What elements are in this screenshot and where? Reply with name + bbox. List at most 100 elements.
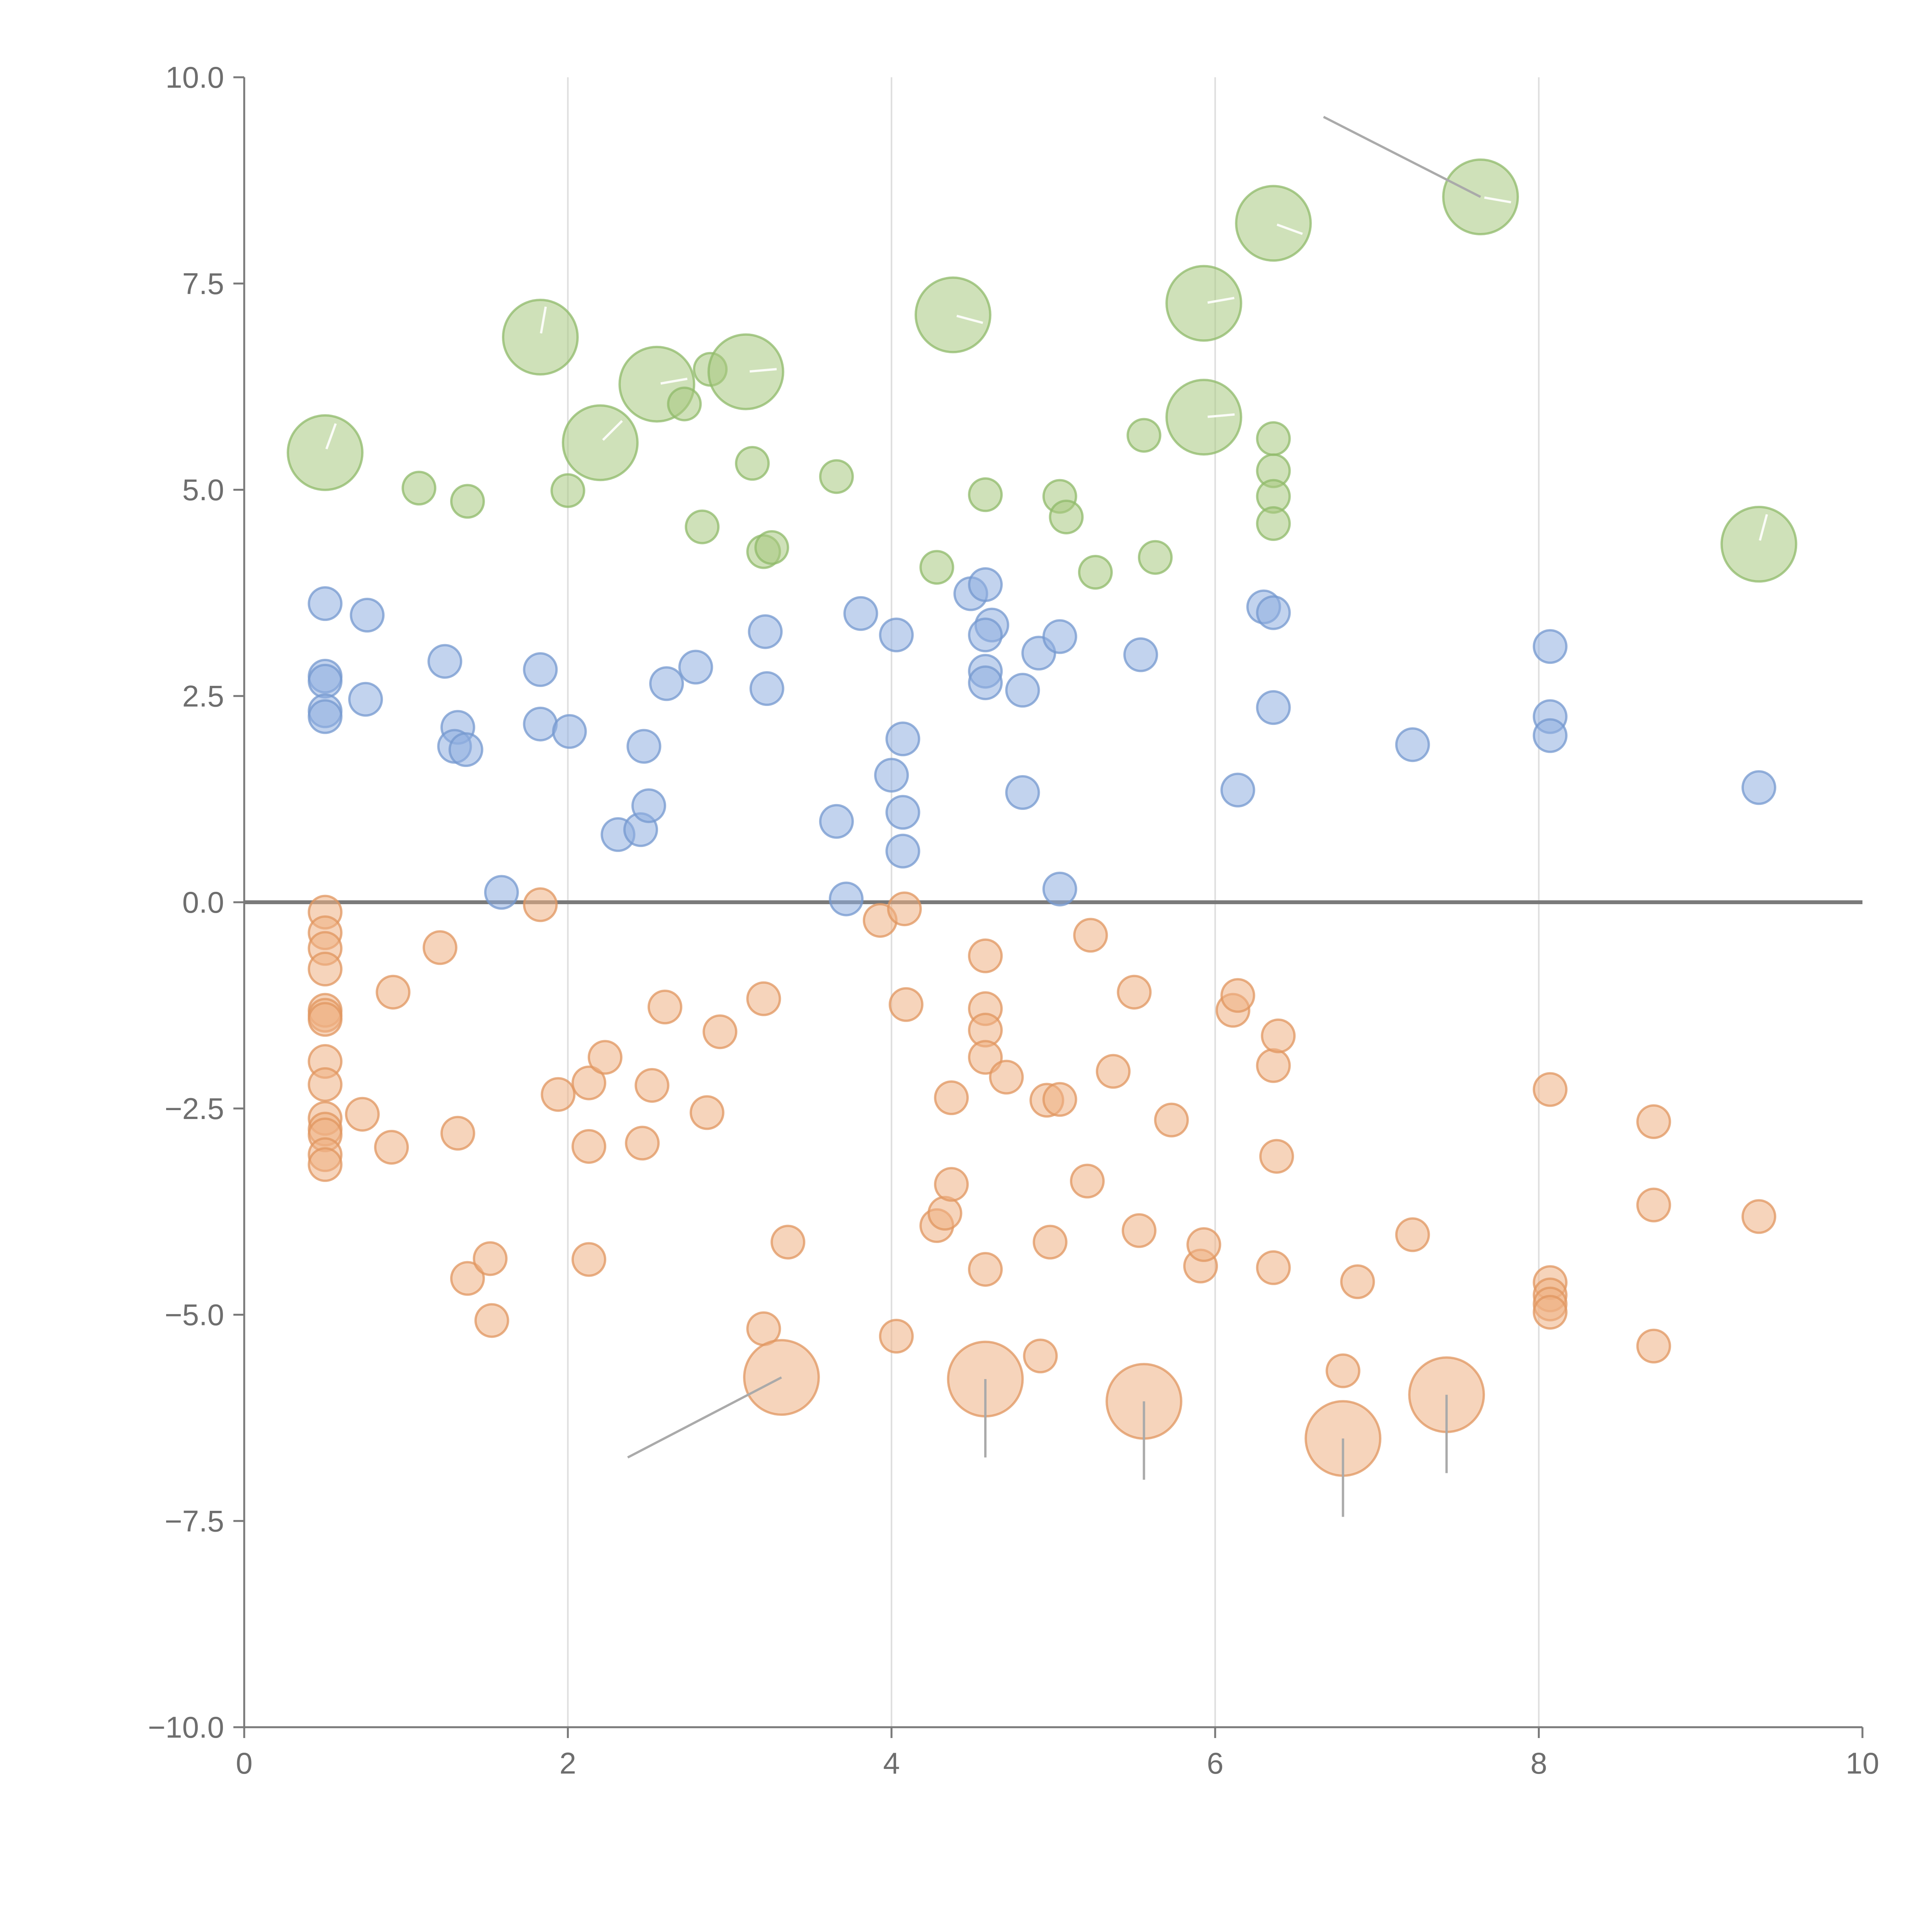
y-tick-label: −10.0: [148, 1710, 224, 1744]
orange-bubble: [1042, 1082, 1077, 1117]
green-bubble: [819, 459, 854, 494]
bubble-inner-leader: [1759, 514, 1768, 541]
orange-bubble: [376, 975, 411, 1010]
bubble-inner-leader: [602, 420, 623, 441]
orange-bubble: [422, 930, 457, 965]
y-tick-label: 7.5: [182, 267, 224, 301]
x-tick-label: 0: [236, 1746, 252, 1780]
green-bubble: [685, 509, 720, 544]
green-bubble: [667, 386, 702, 422]
green-bubble: [1049, 499, 1084, 534]
blue-bubble: [348, 682, 383, 717]
orange-bubble: [587, 1040, 622, 1075]
blue-bubble: [843, 596, 878, 631]
green-bubble: [735, 446, 770, 481]
blue-bubble: [1532, 718, 1568, 753]
blue-bubble: [819, 804, 854, 839]
orange-bubble: [308, 951, 343, 986]
orange-bubble: [887, 891, 922, 927]
orange-bubble: [474, 1303, 509, 1338]
bubble-inner-leader: [956, 315, 983, 324]
y-tick-label: −7.5: [165, 1504, 224, 1538]
blue-bubble: [308, 699, 343, 734]
y-tick-label: −2.5: [165, 1092, 224, 1126]
orange-bubble: [1117, 975, 1152, 1010]
orange-bubble: [702, 1014, 738, 1049]
orange-bubble: [345, 1097, 380, 1132]
green-bubble: [1256, 506, 1291, 541]
blue-bubble: [828, 881, 864, 917]
bubble-inner-leader: [325, 423, 337, 450]
blue-bubble: [1741, 770, 1776, 805]
orange-bubble: [1256, 1048, 1291, 1083]
orange-bubble: [1395, 1217, 1430, 1252]
orange-bubble: [689, 1095, 724, 1130]
orange-bubble: [523, 887, 558, 922]
orange-bubble: [1095, 1054, 1131, 1089]
orange-bubble: [571, 1242, 607, 1277]
green-bubble: [1256, 421, 1291, 456]
blue-bubble: [1395, 727, 1430, 762]
orange-bubble: [541, 1077, 576, 1112]
orange-bubble: [879, 1319, 914, 1354]
orange-bubble: [625, 1126, 660, 1161]
orange-bubble: [473, 1241, 508, 1276]
bubble-inner-leader: [1276, 223, 1303, 235]
blue-bubble: [1123, 637, 1158, 672]
orange-bubble: [1325, 1353, 1361, 1388]
orange-bubble: [888, 987, 923, 1022]
blue-bubble: [427, 644, 463, 679]
bubble-inner-leader: [1208, 413, 1235, 418]
orange-bubble: [1532, 1072, 1568, 1107]
green-bubble: [914, 276, 992, 354]
orange-bubble: [1532, 1295, 1568, 1330]
blue-bubble: [649, 666, 684, 701]
orange-bubble: [1636, 1328, 1671, 1364]
x-tick-label: 6: [1207, 1746, 1223, 1780]
blue-bubble: [350, 598, 385, 633]
green-bubble: [287, 414, 364, 491]
annotation-leader-line: [627, 1376, 782, 1459]
orange-bubble: [1073, 918, 1108, 953]
axes-layer: [233, 76, 1864, 1738]
blue-bubble: [885, 721, 920, 757]
green-bubble: [707, 333, 784, 410]
blue-bubble: [885, 795, 920, 830]
blue-bubble: [1005, 673, 1040, 708]
bubble-inner-leader: [660, 378, 688, 385]
x-tick-label: 10: [1846, 1746, 1879, 1780]
orange-bubble: [1636, 1187, 1671, 1223]
orange-bubble: [1741, 1199, 1776, 1234]
green-bubble: [754, 530, 789, 565]
orange-bubble: [440, 1116, 475, 1151]
blue-bubble: [523, 706, 558, 742]
green-bubble: [1165, 379, 1242, 456]
orange-bubble: [934, 1080, 969, 1115]
bubble-inner-leader: [1484, 196, 1511, 204]
orange-bubble: [308, 1067, 343, 1102]
green-bubble: [502, 299, 579, 376]
blue-bubble: [885, 833, 920, 869]
orange-bubble: [927, 1196, 963, 1231]
x-tick-label: 2: [560, 1746, 576, 1780]
blue-bubble: [308, 663, 343, 699]
blue-bubble: [968, 665, 1003, 701]
bubble-layer: [287, 158, 1798, 1477]
orange-bubble: [968, 1252, 1003, 1287]
tick-label-layer: 10.0 7.5 5.0 2.5 0.0 −2.5 −5.0 −7.5 −10.0 0 2 4 6 8 10: [148, 60, 1879, 1780]
blue-bubble: [523, 652, 558, 687]
annotation-leader-line: [1323, 116, 1481, 198]
blue-bubble: [1042, 871, 1077, 906]
blue-bubble: [626, 729, 662, 764]
orange-bubble: [1261, 1018, 1296, 1053]
blue-bubble: [678, 650, 713, 685]
blue-bubble: [968, 617, 1003, 653]
blue-bubble: [1256, 690, 1291, 725]
blue-bubble: [879, 617, 914, 653]
blue-bubble: [1532, 629, 1568, 664]
orange-bubble: [308, 1147, 343, 1182]
orange-bubble: [571, 1129, 607, 1164]
orange-bubble: [989, 1060, 1024, 1095]
